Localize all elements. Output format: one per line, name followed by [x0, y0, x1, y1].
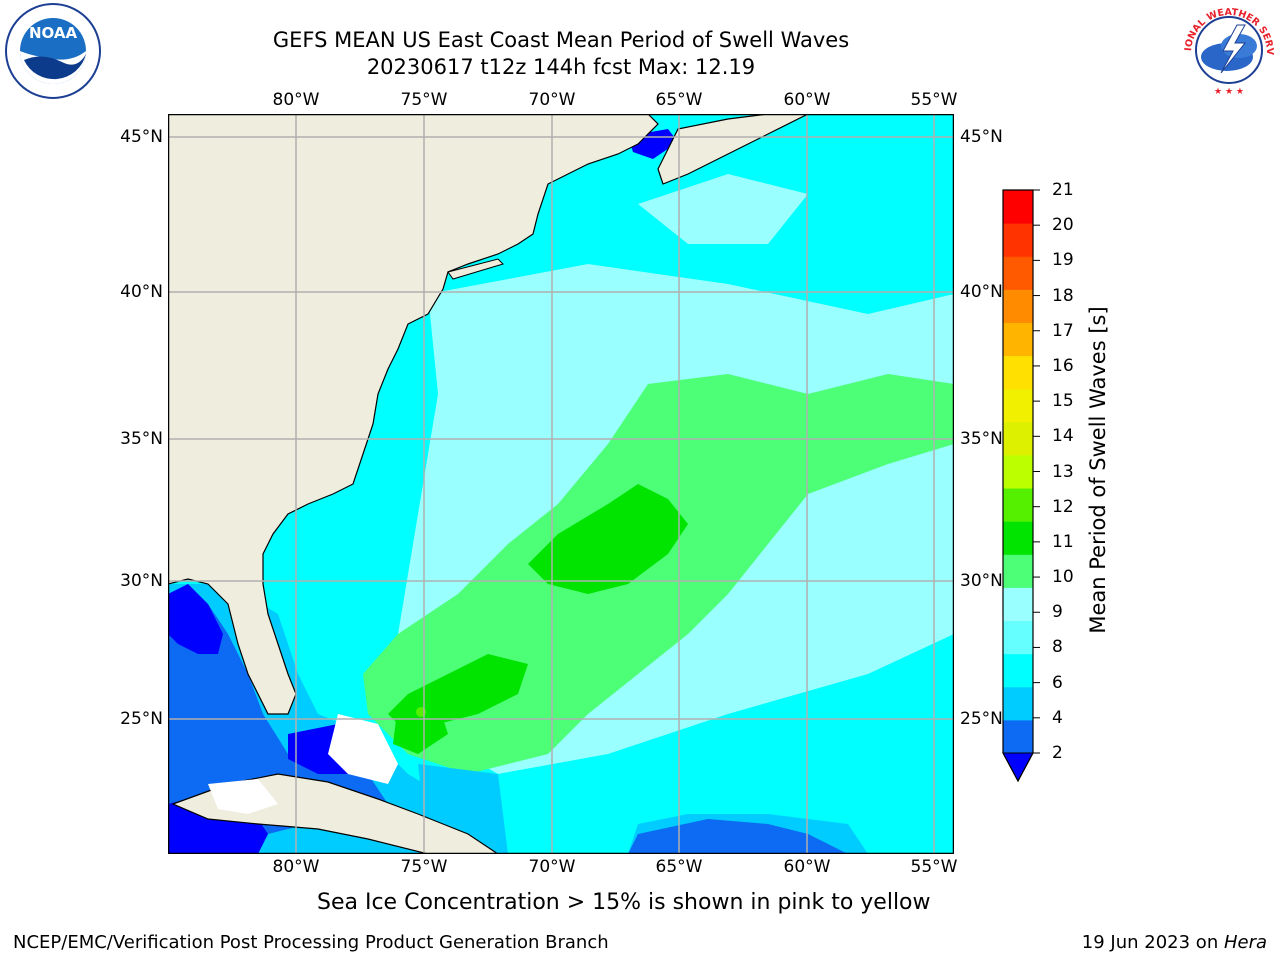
lon-label-bottom: 75°W	[400, 857, 448, 877]
map-frame	[168, 114, 954, 854]
lon-label-bottom: 65°W	[655, 857, 703, 877]
nws-logo: NATIONAL WEATHER SERVICE ★ ★ ★	[1179, 1, 1275, 97]
noaa-logo-text: NOAA	[29, 24, 78, 42]
lat-label-left: 35°N	[120, 429, 163, 449]
colorbar-bin	[1003, 719, 1033, 754]
swell-zone-10-11	[393, 704, 448, 754]
colorbar-tick-label: 15	[1052, 391, 1074, 412]
lat-label-right: 30°N	[960, 571, 1003, 591]
colorbar-bin	[1003, 653, 1033, 688]
lat-label-right: 25°N	[960, 709, 1003, 729]
colorbar-tick-label: 14	[1052, 426, 1074, 447]
colorbar	[1002, 189, 1040, 783]
colorbar-tick-label: 8	[1052, 637, 1063, 658]
colorbar-bin	[1003, 388, 1033, 423]
lon-label-top: 75°W	[400, 90, 448, 110]
colorbar-frame	[1002, 189, 1034, 783]
lon-label-bottom: 80°W	[272, 857, 320, 877]
lat-label-left: 40°N	[120, 282, 163, 302]
lon-label-top: 80°W	[272, 90, 320, 110]
swell-zone-under-2	[168, 584, 223, 654]
lat-label-left: 25°N	[120, 709, 163, 729]
land-long-island	[447, 258, 504, 280]
chart-subtitle: 20230617 t12z 144h fcst Max: 12.19	[366, 55, 756, 79]
colorbar-tick-label: 19	[1052, 250, 1074, 271]
footer-machine: Hera	[1223, 932, 1267, 953]
lon-label-bottom: 70°W	[528, 857, 576, 877]
colorbar-bin	[1003, 223, 1033, 257]
colorbar-bin	[1003, 521, 1033, 555]
colorbar-tick-label: 17	[1052, 320, 1074, 341]
footer-credit: NCEP/EMC/Verification Post Processing Pr…	[13, 932, 609, 953]
noaa-logo: NOAA	[5, 3, 101, 99]
colorbar-bin	[1003, 454, 1033, 489]
colorbar-label: Mean Period of Swell Waves [s]	[1086, 306, 1110, 634]
colorbar-tick-label: 20	[1052, 215, 1074, 236]
chart-title: GEFS MEAN US East Coast Mean Period of S…	[272, 28, 850, 52]
colorbar-bin	[1003, 421, 1033, 456]
swell-zone-8-9	[638, 174, 808, 244]
colorbar-tick-label: 13	[1052, 461, 1074, 482]
swell-zone-2-4	[628, 819, 848, 854]
bahamas-mask	[328, 714, 398, 784]
sea-ice-note: Sea Ice Concentration > 15% is shown in …	[317, 890, 931, 915]
lat-label-right: 40°N	[960, 282, 1003, 302]
footer-date-text: 19 Jun 2023 on	[1081, 932, 1224, 953]
colorbar-bin	[1003, 488, 1033, 522]
lon-label-top: 70°W	[528, 90, 576, 110]
lat-label-right: 35°N	[960, 429, 1003, 449]
svg-text:★ ★ ★: ★ ★ ★	[1214, 87, 1244, 97]
colorbar-tick-label: 12	[1052, 496, 1074, 517]
colorbar-bin	[1003, 587, 1033, 622]
lon-label-top: 60°W	[783, 90, 831, 110]
lat-label-left: 45°N	[120, 127, 163, 147]
lat-label-left: 30°N	[120, 571, 163, 591]
swell-zone-10-11	[528, 484, 688, 594]
colorbar-tick-label: 11	[1052, 531, 1074, 552]
colorbar-under-arrow	[1002, 752, 1034, 783]
colorbar-tick-label: 9	[1052, 602, 1063, 623]
colorbar-tick-label: 18	[1052, 285, 1074, 306]
colorbar-bin	[1003, 322, 1033, 357]
lon-label-bottom: 60°W	[783, 857, 831, 877]
swell-period-map	[168, 114, 954, 854]
colorbar-tick-label: 6	[1052, 672, 1063, 693]
colorbar-bin	[1003, 355, 1033, 390]
lon-label-top: 65°W	[655, 90, 703, 110]
colorbar-tick-label: 21	[1052, 180, 1074, 200]
lon-label-top: 55°W	[910, 90, 958, 110]
bahamas-mask	[208, 779, 278, 814]
graticule	[168, 114, 954, 854]
colorbar-bin	[1003, 620, 1033, 655]
land-nova-scotia	[657, 114, 809, 185]
colorbar-tick-label: 16	[1052, 355, 1074, 376]
colorbar-bin	[1003, 190, 1033, 224]
colorbar-bin	[1003, 289, 1033, 323]
lon-label-bottom: 55°W	[910, 857, 958, 877]
colorbar-bin	[1003, 256, 1033, 290]
colorbar-tick-label: 10	[1052, 567, 1074, 588]
colorbar-tick-label: 4	[1052, 707, 1063, 728]
footer-date: 19 Jun 2023 on Hera	[1082, 932, 1267, 953]
lat-label-right: 45°N	[960, 127, 1003, 147]
colorbar-bin	[1003, 554, 1033, 588]
colorbar-bin	[1003, 686, 1033, 721]
colorbar-tick-label: 2	[1052, 743, 1063, 763]
